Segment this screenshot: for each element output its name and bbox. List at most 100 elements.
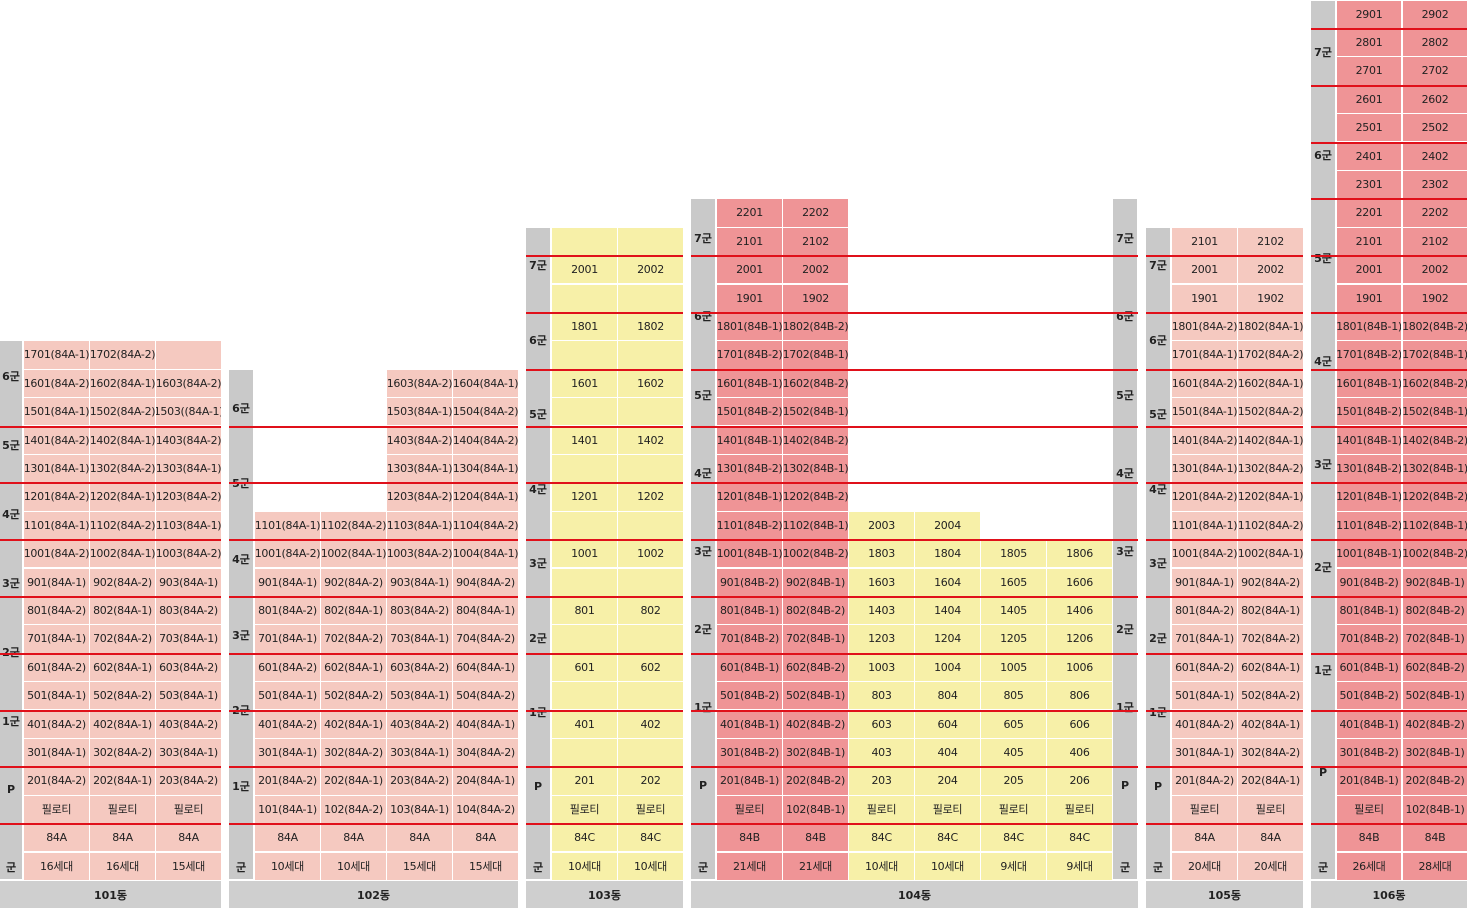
unit-cell: 402(84A-1) [321, 710, 386, 738]
unit-cell: 2102 [1403, 227, 1467, 256]
unit-cell: 1201 [552, 483, 617, 511]
unit-cell: 1404 [915, 596, 980, 625]
unit-count-label: 10세대 [849, 852, 914, 880]
group-divider-line [526, 425, 683, 428]
unit-cell: 필로티 [1047, 795, 1112, 824]
group-divider-line [1311, 539, 1467, 542]
group-divider-line [229, 823, 518, 826]
unit-cell: 601(84A-2) [255, 653, 320, 682]
unit-cell: 1602(84B-2) [1403, 369, 1467, 398]
unit-cell: 501(84A-1) [24, 682, 89, 710]
unit-cell: 1101(84A-1) [255, 511, 320, 540]
group-divider-line [1311, 311, 1467, 314]
unit-cell: 601(84A-2) [1172, 653, 1237, 682]
group-name-label: 4군 [529, 482, 547, 496]
group-name-label: 4군 [1314, 354, 1332, 368]
unit-cell: 1802(84A-1) [1238, 312, 1303, 341]
group-name-label: 7군 [1149, 258, 1167, 272]
unit-type-label: 84B [717, 824, 782, 852]
unit-cell: 2801 [1337, 28, 1401, 57]
group-divider-line [1311, 652, 1467, 655]
unit-cell [552, 284, 617, 312]
group-name-label: 군 [1317, 860, 1329, 874]
unit-cell: 401(84B-1) [1337, 710, 1401, 738]
unit-cell: 1002(84B-2) [1403, 540, 1467, 568]
group-divider-line [1311, 425, 1467, 428]
unit-cell: 2003 [849, 511, 914, 540]
unit-cell: 1701(84B-2) [1337, 341, 1401, 369]
group-name-label: 군 [697, 860, 709, 874]
unit-cell: 2901 [1337, 0, 1401, 28]
group-name-label: 1군 [1314, 663, 1332, 677]
unit-cell: 2202 [783, 199, 848, 227]
unit-cell: 801(84B-1) [1337, 596, 1401, 625]
unit-cell: 1304(84A-1) [453, 454, 518, 483]
group-name-label: 5군 [1116, 388, 1134, 402]
group-divider-line [526, 652, 683, 655]
unit-cell: 501(84A-1) [1172, 682, 1237, 710]
unit-cell: 801(84B-1) [717, 596, 782, 625]
group-name-label: 6군 [2, 369, 20, 383]
unit-cell: 2102 [1238, 227, 1303, 256]
unit-cell: 602 [618, 653, 683, 682]
unit-cell: 704(84A-2) [453, 625, 518, 653]
unit-cell: 203(84A-2) [156, 767, 221, 795]
unit-cell: 702(84A-2) [90, 625, 155, 653]
group-name-label: P [6, 783, 16, 797]
building-name-label: 106동 [1311, 881, 1467, 908]
unit-cell: 1401(84A-2) [24, 426, 89, 454]
unit-cell: 1201(84A-2) [1172, 483, 1237, 511]
unit-cell: 806 [1047, 682, 1112, 710]
group-divider-line [1311, 255, 1467, 258]
unit-cell: 1201(84A-2) [24, 483, 89, 511]
group-divider-line [1311, 482, 1467, 485]
group-divider-line [691, 652, 1138, 655]
unit-cell: 1301(84B-2) [717, 454, 782, 483]
unit-cell: 802 [618, 596, 683, 625]
unit-cell: 405 [981, 738, 1046, 767]
group-divider-line [691, 709, 1138, 712]
unit-cell: 1204(84A-1) [453, 483, 518, 511]
unit-cell: 1602(84B-2) [783, 369, 848, 398]
unit-cell [552, 625, 617, 653]
unit-cell: 1401(84B-1) [1337, 426, 1401, 454]
unit-cell: 203 [849, 767, 914, 795]
unit-cell: 1001(84A-2) [1172, 540, 1237, 568]
unit-cell: 1702(84B-1) [783, 341, 848, 369]
unit-type-label: 84A [24, 824, 89, 852]
unit-cell: 1805 [981, 540, 1046, 568]
unit-cell: 902(84A-2) [1238, 568, 1303, 596]
unit-cell: 401(84A-2) [1172, 710, 1237, 738]
unit-cell: 1801(84B-1) [1337, 312, 1401, 341]
unit-cell: 2101 [1337, 227, 1401, 256]
unit-cell: 503(84A-1) [156, 682, 221, 710]
unit-cell: 1006 [1047, 653, 1112, 682]
unit-cell: 404 [915, 738, 980, 767]
group-name-label: 6군 [1116, 310, 1134, 324]
unit-cell: 403(84A-2) [156, 710, 221, 738]
unit-cell: 2301 [1337, 170, 1401, 199]
unit-type-label: 84A [387, 824, 452, 852]
unit-cell: 1804 [915, 540, 980, 568]
group-divider-line [1146, 652, 1303, 655]
group-divider-line [1311, 141, 1467, 144]
unit-cell: 602(84B-2) [783, 653, 848, 682]
unit-cell: 401(84B-1) [717, 710, 782, 738]
group-divider-line [691, 368, 1138, 371]
unit-cell: 702(84B-1) [783, 625, 848, 653]
unit-cell: 필로티 [981, 795, 1046, 824]
unit-cell [618, 625, 683, 653]
unit-count-label: 16세대 [24, 852, 89, 880]
unit-cell: 901(84A-1) [1172, 568, 1237, 596]
unit-cell: 1701(84A-1) [24, 341, 89, 369]
group-divider-line [691, 311, 1138, 314]
unit-cell: 1103(84A-1) [156, 511, 221, 540]
group-name-label: 1군 [2, 714, 20, 728]
unit-cell: 1501(84A-1) [1172, 398, 1237, 426]
unit-count-label: 15세대 [453, 852, 518, 880]
unit-cell: 203(84A-2) [387, 767, 452, 795]
unit-cell: 205 [981, 767, 1046, 795]
unit-cell: 902(84A-2) [321, 568, 386, 596]
group-divider-line [229, 425, 518, 428]
group-name-label: 군 [5, 860, 17, 874]
